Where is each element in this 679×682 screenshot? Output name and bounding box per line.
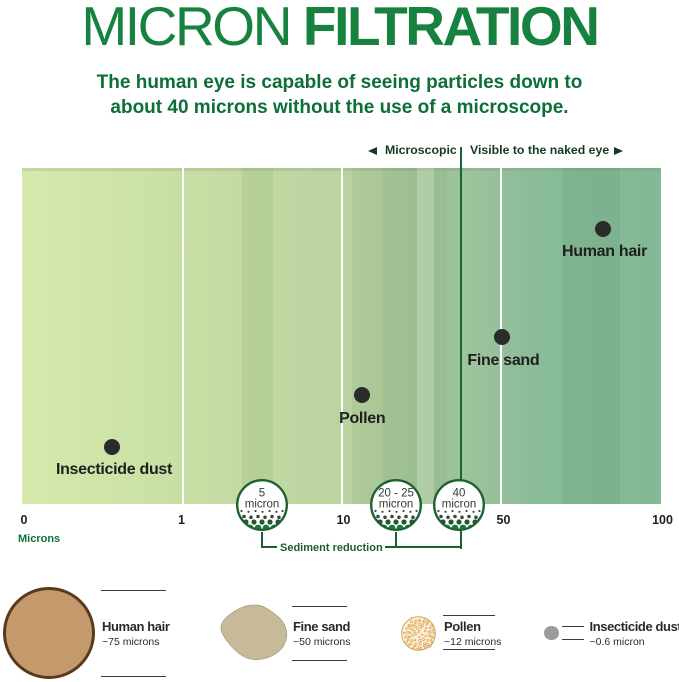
svg-text:40: 40 [453,488,466,500]
svg-text:micron: micron [245,499,280,511]
svg-text:5: 5 [259,488,265,500]
svg-text:20 - 25: 20 - 25 [378,488,414,500]
svg-text:micron: micron [379,499,414,511]
svg-text:micron: micron [442,499,477,511]
